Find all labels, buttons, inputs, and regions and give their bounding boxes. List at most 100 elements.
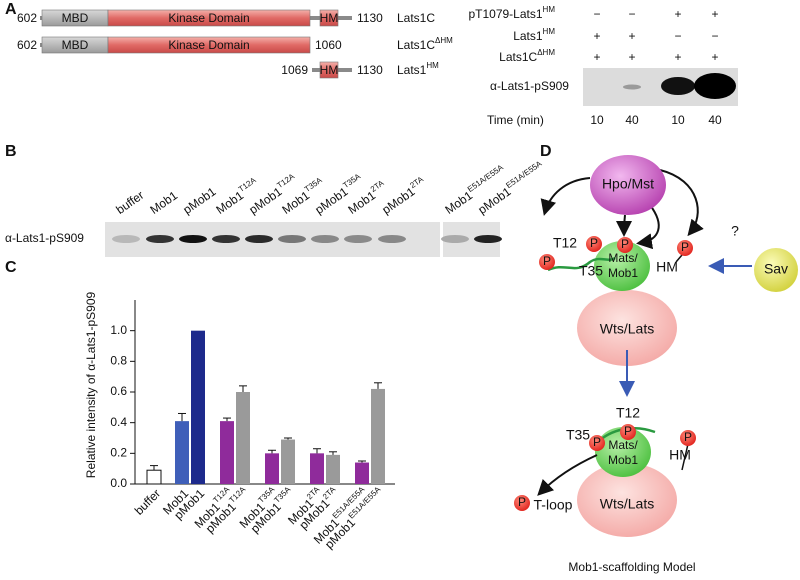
condition-mark: +	[711, 50, 718, 64]
lane-label: pMob12TA	[378, 174, 429, 217]
superscript: HM	[543, 5, 556, 14]
bar	[175, 421, 189, 484]
node-label: Mats/	[608, 251, 638, 265]
y-tick-label: 1.0	[110, 323, 127, 337]
phospho-label: P	[621, 237, 629, 251]
panel-label: A	[5, 1, 17, 18]
phospho	[586, 236, 602, 252]
phospho-label: P	[624, 424, 632, 438]
arrow	[636, 204, 660, 250]
link	[675, 254, 683, 263]
condition-mark: +	[711, 7, 718, 21]
condition-mark: −	[711, 29, 718, 43]
blot-band	[344, 235, 372, 243]
condition-label: Lats1CΔHM	[499, 48, 555, 64]
domain-box	[107, 36, 311, 54]
lats-node	[577, 290, 677, 366]
label-text: pT1079-Lats1	[468, 7, 542, 21]
tail	[547, 256, 616, 272]
node-label: Wts/Lats	[600, 496, 654, 512]
label-text: buffer	[114, 188, 147, 217]
blot-label: α-Lats1-pS909	[490, 79, 569, 93]
superscript: 2TA	[321, 485, 338, 502]
condition-mark: +	[628, 29, 635, 43]
mob-node	[594, 241, 650, 291]
blot-band	[278, 235, 306, 243]
blot-band	[146, 235, 174, 243]
label-text: Lats1C	[499, 50, 537, 64]
label-text: buffer	[132, 486, 163, 517]
condition-mark: −	[628, 7, 635, 21]
node-label: Wts/Lats	[600, 321, 654, 337]
model-caption: Mob1-scaffolding Model	[568, 560, 695, 574]
y-tick-label: 0.2	[110, 446, 127, 460]
panel-label: D	[540, 143, 552, 160]
construct-name: Lats1CΔHM	[397, 36, 453, 52]
site-label: T12	[616, 405, 640, 421]
condition-label: pT1079-Lats1HM	[468, 5, 555, 21]
condition-label: Lats1HM	[513, 27, 555, 43]
bar	[326, 454, 340, 484]
blot-label: α-Lats1-pS909	[5, 231, 84, 245]
site-label: T12	[553, 235, 577, 251]
label-text: Lats1	[397, 63, 427, 77]
label-text: Lats1C	[397, 11, 435, 25]
link	[681, 443, 689, 471]
residue-end: 1130	[357, 63, 383, 77]
time-label: Time (min)	[487, 113, 544, 127]
bar	[220, 421, 234, 484]
y-tick-label: 0.0	[110, 476, 127, 490]
blot-band	[378, 235, 406, 243]
blot-band	[311, 235, 339, 243]
blot-band	[661, 77, 695, 95]
superscript: T35A	[303, 175, 324, 194]
site-label: T-loop	[534, 497, 573, 513]
condition-mark: +	[593, 29, 600, 43]
question-mark: ?	[731, 223, 739, 239]
superscript: T35A	[272, 485, 292, 505]
superscript: 2TA	[369, 178, 386, 194]
panel-label: C	[5, 259, 17, 276]
node-label: Mob1	[608, 453, 638, 467]
site-label: HM	[656, 259, 678, 275]
superscript: T12A	[227, 485, 247, 505]
site-label: T35	[579, 263, 603, 279]
arrow	[616, 214, 633, 237]
phospho-label: P	[684, 430, 692, 444]
blot-band	[179, 235, 207, 243]
blot-band	[623, 84, 641, 90]
blot-band	[112, 235, 140, 243]
site-label: HM	[669, 447, 691, 463]
bar	[146, 469, 162, 485]
superscript: HM	[543, 27, 556, 36]
construct-name: Lats1C	[397, 11, 435, 25]
node-label: Sav	[764, 261, 788, 277]
site-label: T35	[566, 427, 590, 443]
construct-name: Lats1HM	[397, 61, 439, 77]
panel-label: B	[5, 143, 17, 160]
phospho	[680, 430, 696, 446]
bar	[191, 330, 205, 484]
time-value: 10	[671, 113, 685, 127]
phospho-label: P	[543, 254, 551, 268]
node-label: Mob1	[608, 266, 638, 280]
condition-mark: +	[674, 50, 681, 64]
bar	[281, 439, 295, 484]
phospho-label: P	[681, 240, 689, 254]
arrow	[659, 169, 704, 237]
superscript: ΔHM	[537, 48, 555, 57]
bar	[236, 392, 250, 484]
superscript: 2TA	[408, 174, 425, 190]
domain-box	[319, 9, 339, 27]
superscript: T35A	[341, 171, 362, 190]
bar	[371, 388, 385, 484]
blot-band	[441, 235, 469, 243]
domain-box	[319, 61, 339, 79]
phospho-label: P	[518, 495, 526, 509]
bar	[265, 453, 279, 484]
arrow	[537, 454, 598, 496]
arrow	[540, 177, 591, 216]
time-value: 10	[590, 113, 604, 127]
y-tick-label: 0.6	[110, 384, 127, 398]
